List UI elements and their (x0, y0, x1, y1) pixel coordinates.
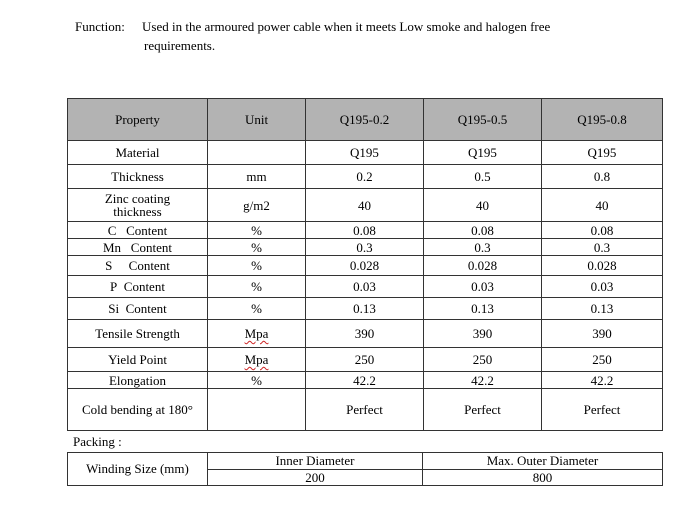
value-cell: 0.03 (423, 275, 542, 298)
header-grade-2: Q195-0.5 (423, 98, 542, 141)
table-row: P Content % 0.03 0.03 0.03 (67, 275, 663, 298)
value-cell: 40 (423, 188, 542, 222)
table-row: Zinc coating thickness g/m2 40 40 40 (67, 188, 663, 222)
unit-cell: % (207, 255, 306, 276)
packing-table: Winding Size (mm) Inner Diameter Max. Ou… (67, 452, 663, 486)
value-cell: 42.2 (541, 371, 663, 389)
value-cell: 250 (541, 347, 663, 372)
value-cell: 0.8 (541, 164, 663, 189)
function-description-line1: Used in the armoured power cable when it… (142, 19, 551, 34)
value-cell: 0.08 (305, 221, 424, 239)
value-cell: 390 (305, 319, 424, 348)
unit-cell: g/m2 (207, 188, 306, 222)
unit-cell (207, 140, 306, 165)
packing-row-values: 200 800 (68, 469, 663, 486)
value-cell: 0.3 (541, 238, 663, 256)
property-cell: Si Content (67, 297, 208, 320)
table-row: Cold bending at 180° Perfect Perfect Per… (67, 388, 663, 431)
unit-cell: % (207, 275, 306, 298)
table-row: Mn Content % 0.3 0.3 0.3 (67, 238, 663, 256)
table-row: Tensile Strength Mpa 390 390 390 (67, 319, 663, 348)
value-cell: 0.03 (541, 275, 663, 298)
header-property: Property (67, 98, 208, 141)
function-text: Function: Used in the armoured power cabl… (75, 17, 675, 55)
table-row: C Content % 0.08 0.08 0.08 (67, 221, 663, 239)
value-cell: 0.03 (305, 275, 424, 298)
value-cell: 0.08 (423, 221, 542, 239)
inner-diameter-value: 200 (207, 469, 423, 486)
unit-cell: Mpa (207, 319, 306, 348)
value-cell: 0.5 (423, 164, 542, 189)
table-header-row: Property Unit Q195-0.2 Q195-0.5 Q195-0.8 (67, 98, 663, 141)
property-cell: Tensile Strength (67, 319, 208, 348)
property-cell: Yield Point (67, 347, 208, 372)
table-row: Elongation % 42.2 42.2 42.2 (67, 371, 663, 389)
unit-cell: Mpa (207, 347, 306, 372)
value-cell: 390 (423, 319, 542, 348)
packing-label: Packing : (73, 434, 122, 449)
unit-text: Mpa (244, 326, 269, 341)
unit-cell: % (207, 297, 306, 320)
table-row: Material Q195 Q195 Q195 (67, 140, 663, 165)
function-description-line2: requirements. (144, 38, 216, 53)
property-cell: Elongation (67, 371, 208, 389)
value-cell: Q195 (541, 140, 663, 165)
inner-diameter-label: Inner Diameter (207, 452, 423, 470)
value-cell: 390 (541, 319, 663, 348)
value-cell: 40 (305, 188, 424, 222)
table-row: Thickness mm 0.2 0.5 0.8 (67, 164, 663, 189)
table-row: Yield Point Mpa 250 250 250 (67, 347, 663, 372)
outer-diameter-value: 800 (422, 469, 663, 486)
value-cell: Perfect (305, 388, 424, 431)
property-cell: Mn Content (67, 238, 208, 256)
properties-table: Property Unit Q195-0.2 Q195-0.5 Q195-0.8… (67, 98, 663, 431)
value-cell: Perfect (423, 388, 542, 431)
function-label: Function: (75, 19, 125, 34)
property-cell: P Content (67, 275, 208, 298)
outer-diameter-label: Max. Outer Diameter (422, 452, 663, 470)
property-cell: S Content (67, 255, 208, 276)
unit-cell: % (207, 371, 306, 389)
value-cell: 0.028 (423, 255, 542, 276)
value-cell: 40 (541, 188, 663, 222)
value-cell: 42.2 (305, 371, 424, 389)
property-cell: Thickness (67, 164, 208, 189)
value-cell: 0.13 (541, 297, 663, 320)
unit-cell: % (207, 221, 306, 239)
header-grade-3: Q195-0.8 (541, 98, 663, 141)
value-cell: 0.2 (305, 164, 424, 189)
winding-size-label: Winding Size (mm) (67, 452, 208, 486)
unit-cell (207, 388, 306, 431)
packing-row-labels: Winding Size (mm) Inner Diameter Max. Ou… (67, 452, 663, 486)
value-cell: Q195 (423, 140, 542, 165)
value-cell: 250 (305, 347, 424, 372)
value-cell: 0.028 (541, 255, 663, 276)
unit-cell: mm (207, 164, 306, 189)
value-cell: 0.13 (305, 297, 424, 320)
table-row: S Content % 0.028 0.028 0.028 (67, 255, 663, 276)
value-cell: Perfect (541, 388, 663, 431)
value-cell: 250 (423, 347, 542, 372)
unit-cell: % (207, 238, 306, 256)
table-row: Si Content % 0.13 0.13 0.13 (67, 297, 663, 320)
header-unit: Unit (207, 98, 306, 141)
value-cell: 0.13 (423, 297, 542, 320)
value-cell: 0.3 (423, 238, 542, 256)
property-cell: Material (67, 140, 208, 165)
value-cell: 0.08 (541, 221, 663, 239)
value-cell: Q195 (305, 140, 424, 165)
property-cell: Zinc coating thickness (67, 188, 208, 222)
unit-text: Mpa (244, 352, 269, 367)
property-cell: C Content (67, 221, 208, 239)
property-cell: Cold bending at 180° (67, 388, 208, 431)
header-grade-1: Q195-0.2 (305, 98, 424, 141)
value-cell: 0.3 (305, 238, 424, 256)
value-cell: 42.2 (423, 371, 542, 389)
value-cell: 0.028 (305, 255, 424, 276)
